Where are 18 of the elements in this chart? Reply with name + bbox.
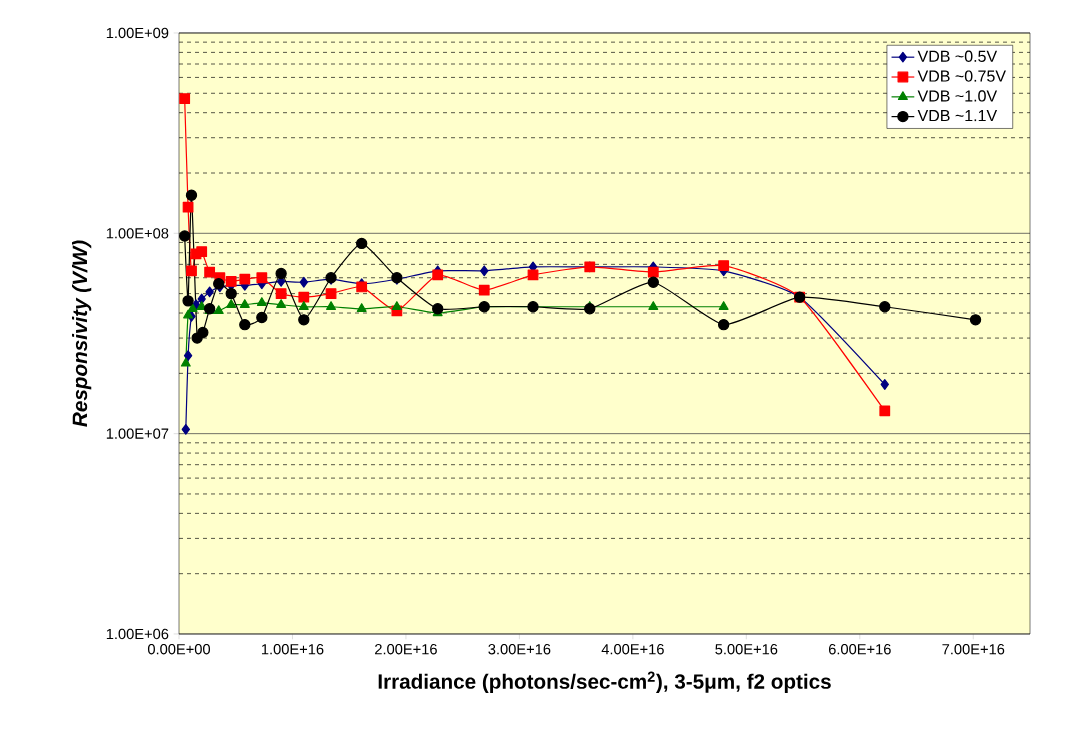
x-tick-label: 2.00E+16	[375, 644, 437, 655]
y-tick-label: 1.00E+06	[106, 628, 169, 640]
x-tick-label: 4.00E+16	[601, 644, 664, 655]
y-tick-label: 1.00E+08	[106, 228, 169, 239]
x-tick-label: 1.00E+16	[261, 644, 324, 655]
legend-label: VDB ~0.75V	[917, 70, 1006, 82]
y-tick-label: 1.00E+07	[106, 428, 169, 439]
legend-label: VDB ~1.1V	[917, 110, 998, 122]
y-tick-label: 1.00E+09	[106, 27, 169, 39]
x-tick-label: 3.00E+16	[488, 644, 551, 655]
x-tick-label: 5.00E+16	[715, 644, 778, 655]
x-tick-label: 0.00E+00	[147, 644, 211, 655]
x-tick-label: 7.00E+16	[942, 644, 1005, 655]
legend-label: VDB ~0.5V	[917, 50, 998, 62]
x-tick-label: 6.00E+16	[828, 644, 891, 655]
y-axis-title: Responsivity (V/W)	[72, 240, 92, 427]
legend-label: VDB ~1.0V	[917, 90, 998, 102]
x-axis-title: Irradiance (photons/sec-cm$^{2}$), 3-5μm, f2 optics	[378, 671, 831, 693]
